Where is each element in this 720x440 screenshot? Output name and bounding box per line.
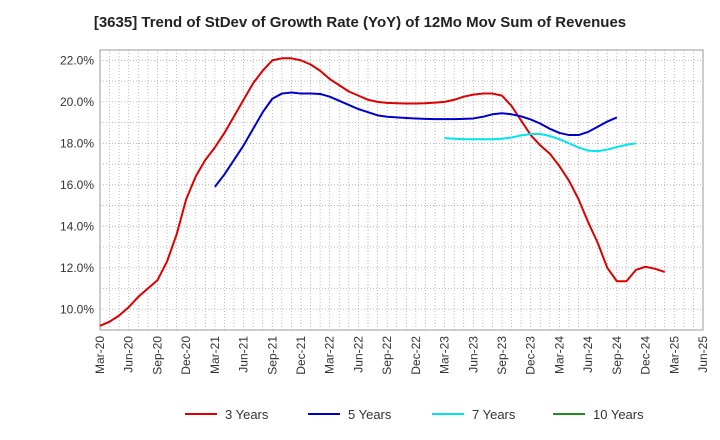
x-tick-label: Sep-20 [150,336,164,375]
legend-label: 3 Years [225,407,269,422]
y-tick-label: 18.0% [60,136,94,150]
plot-area [99,49,704,331]
legend-label: 5 Years [348,407,392,422]
y-tick-label: 22.0% [60,53,94,67]
x-tick-label: Mar-24 [552,336,566,374]
x-tick-label: Jun-23 [466,336,480,373]
series-line-7-years [444,133,637,153]
legend-label: 7 Years [472,407,516,422]
x-tick-label: Dec-24 [639,336,653,375]
y-tick-label: 12.0% [60,261,94,275]
x-tick-label: Dec-21 [294,336,308,375]
x-tick-label: Dec-20 [179,336,193,375]
x-tick-label: Jun-20 [122,336,136,373]
x-tick-label: Mar-20 [93,336,107,374]
x-tick-label: Sep-23 [495,336,509,375]
x-tick-label: Sep-24 [610,336,624,375]
x-tick-label: Jun-22 [351,336,365,373]
grid-layer [99,49,704,331]
y-tick-label: 16.0% [60,178,94,192]
x-tick-label: Sep-22 [380,336,394,375]
x-tick-label: Dec-23 [524,336,538,375]
x-tick-label: Jun-25 [696,336,710,373]
x-tick-label: Mar-25 [667,336,681,374]
x-tick-label: Dec-22 [409,336,423,375]
series-line-5-years [214,91,618,188]
chart-title: [3635] Trend of StDev of Growth Rate (Yo… [93,14,627,31]
legend-label: 10 Years [593,407,644,422]
x-tick-label: Mar-21 [208,336,222,374]
y-tick-label: 20.0% [60,95,94,109]
x-tick-label: Mar-22 [323,336,337,374]
legend: 3 Years 5 Years 7 Years 10 Years [185,407,644,422]
x-tick-label: Mar-23 [438,336,452,374]
series-layer [99,57,666,327]
y-tick-label: 14.0% [60,219,94,233]
axis-layer: 10.0% 12.0% 14.0% 16.0% 18.0% 20.0% 22.0% Mar-2… [60,53,710,374]
x-tick-label: Sep-21 [265,336,279,375]
x-tick-label: Jun-21 [237,336,251,373]
x-tick-label: Jun-24 [581,336,595,373]
series-line-3-years [99,57,666,327]
y-tick-label: 10.0% [60,302,94,316]
